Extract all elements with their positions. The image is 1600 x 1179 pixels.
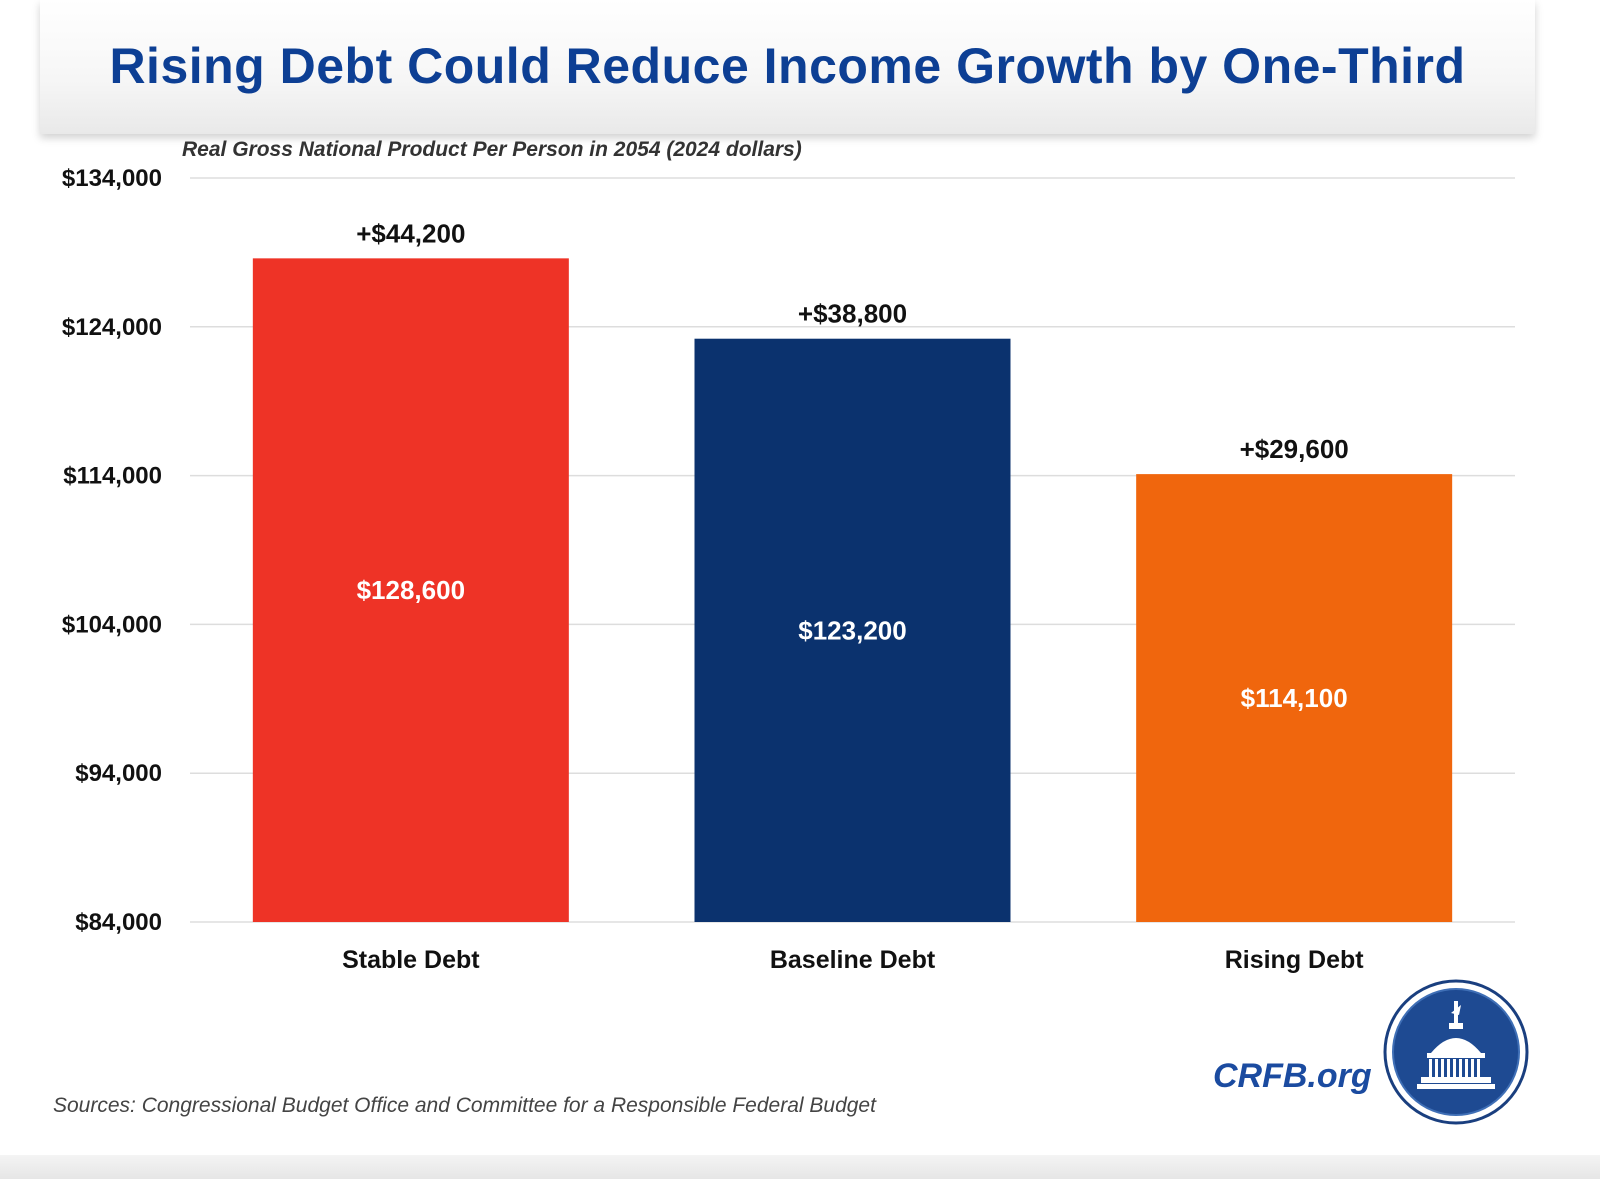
footer-band <box>0 1155 1600 1179</box>
sources-note: Sources: Congressional Budget Office and… <box>53 1094 876 1117</box>
x-category-label: Rising Debt <box>1225 946 1365 974</box>
chart-title: Rising Debt Could Reduce Income Growth b… <box>109 38 1466 94</box>
bar-value-label: $123,200 <box>798 615 906 645</box>
bar-top-label: +$29,600 <box>1240 434 1349 464</box>
chart-subtitle: Real Gross National Product Per Person i… <box>182 138 802 161</box>
bar-top-label: +$38,800 <box>798 299 907 329</box>
y-tick-label: $94,000 <box>75 760 162 787</box>
bar <box>1136 474 1453 922</box>
bar-top-label: +$44,200 <box>356 218 465 248</box>
x-category-label: Baseline Debt <box>770 946 936 974</box>
bar <box>694 338 1011 923</box>
y-tick-label: $114,000 <box>63 463 162 490</box>
y-tick-label: $84,000 <box>75 909 162 936</box>
x-category-label: Stable Debt <box>342 946 480 974</box>
bar-value-label: $114,100 <box>1241 683 1348 713</box>
brand-link[interactable]: CRFB.org <box>1213 1057 1372 1095</box>
capitol-dome-logo <box>1383 979 1529 1125</box>
bar <box>252 258 569 922</box>
y-tick-label: $104,000 <box>62 611 162 638</box>
bar-chart: $84,000 $94,000 $104,000 $114,000 $124,000 $1… <box>62 165 1515 974</box>
bar-value-label: $128,600 <box>357 575 465 605</box>
y-tick-label: $124,000 <box>62 314 162 341</box>
title-band <box>40 0 1535 134</box>
y-tick-label: $134,000 <box>62 165 162 192</box>
